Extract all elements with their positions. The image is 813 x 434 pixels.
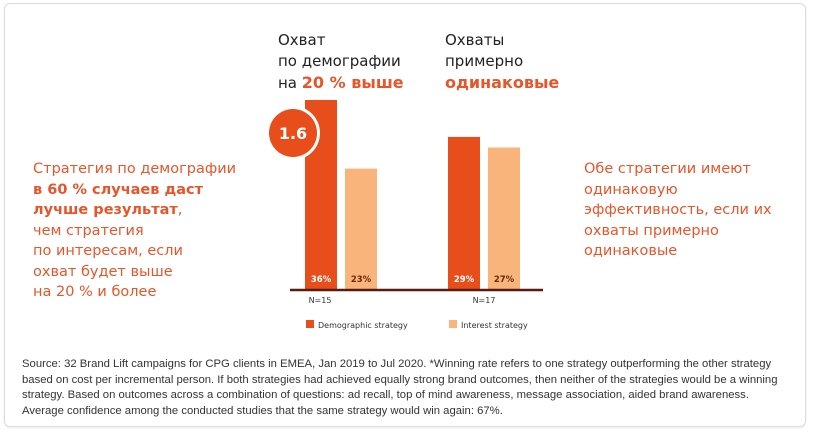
callout-line: Стратегия по демографии bbox=[33, 161, 237, 177]
category-label: N=17 bbox=[473, 296, 496, 305]
card bbox=[4, 3, 806, 427]
callout-line: в 60 % случаев даст bbox=[33, 181, 203, 198]
callout-line: Обе стратегии имеют bbox=[584, 161, 751, 177]
left-callout: Стратегия по демографии в 60 % случаев д… bbox=[33, 159, 236, 303]
heading-line: по демографии bbox=[278, 52, 401, 70]
heading-line: Охват bbox=[278, 31, 326, 49]
heading-right: Охваты примерно одинаковые bbox=[445, 30, 559, 94]
source-note: Source: 32 Brand Lift campaigns for CPG … bbox=[22, 358, 778, 417]
callout-line: на 20 % и более bbox=[33, 284, 157, 300]
legend-swatch-interest bbox=[449, 320, 457, 328]
heading-left: Охват по демографии на 20 % выше bbox=[278, 30, 404, 94]
legend-label: Interest strategy bbox=[461, 321, 528, 330]
callout-punct: , bbox=[177, 202, 183, 218]
badge-circle bbox=[269, 109, 317, 157]
bar-interest bbox=[345, 168, 377, 290]
heading-line: примерно bbox=[445, 52, 524, 70]
bar-value-label: 23% bbox=[351, 275, 372, 285]
badge: 1.6 bbox=[266, 106, 320, 160]
badge-value: 1.6 bbox=[279, 124, 307, 143]
bar-value-label: 29% bbox=[454, 275, 475, 285]
bar-interest bbox=[488, 147, 520, 290]
callout-line: охваты примерно bbox=[584, 222, 719, 239]
category-label: N=15 bbox=[309, 296, 332, 305]
right-callout: Обе стратегии имеют одинаковую эффективн… bbox=[584, 159, 772, 262]
callout-line: чем стратегия bbox=[33, 222, 144, 239]
callout-line: лучше результат bbox=[33, 202, 178, 218]
callout-line: одинаковые bbox=[584, 243, 678, 259]
callout-line: одинаковую bbox=[584, 181, 678, 198]
heading-line: на bbox=[278, 74, 302, 92]
bar-value-label: 36% bbox=[311, 275, 332, 285]
callout-line: охват будет выше bbox=[33, 263, 173, 280]
bar-value-label: 27% bbox=[494, 275, 515, 285]
heading-line: Охваты bbox=[445, 31, 505, 49]
heading-highlight: 20 % выше bbox=[301, 73, 404, 92]
callout-line: эффективность, если их bbox=[584, 202, 772, 218]
callout-line: по интересам, если bbox=[33, 243, 183, 259]
heading-highlight: одинаковые bbox=[445, 73, 560, 92]
legend-swatch-demographic bbox=[306, 320, 314, 328]
bar-demographic bbox=[448, 136, 480, 290]
legend-label: Demographic strategy bbox=[318, 321, 408, 330]
